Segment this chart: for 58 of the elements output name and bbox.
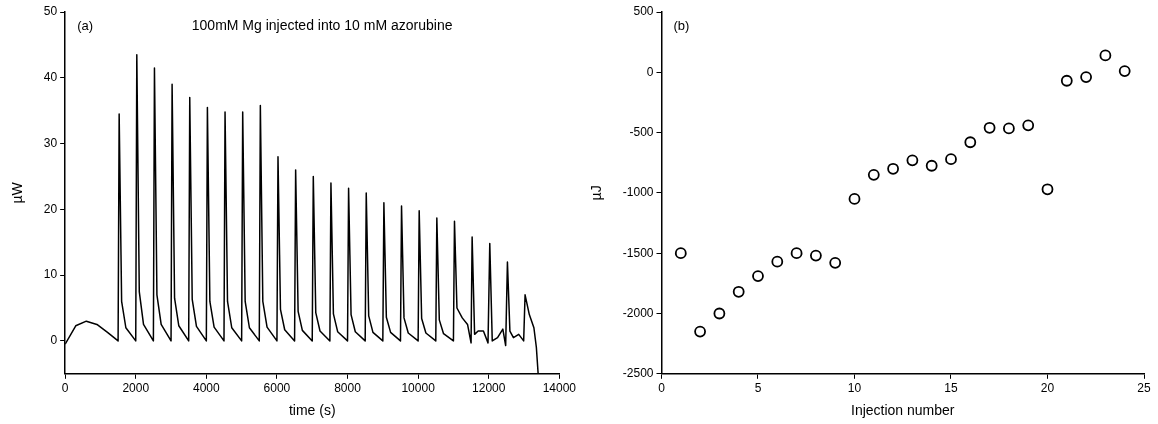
- x-tick-label: 15: [944, 381, 958, 396]
- point: [1060, 74, 1073, 87]
- x-tick-label: 20: [1040, 381, 1055, 396]
- y-tick-label: -1500: [622, 245, 654, 260]
- point: [848, 193, 861, 205]
- x-tick-label: 5: [754, 381, 762, 396]
- x-tick-label: 8000: [334, 381, 362, 396]
- point: [867, 168, 880, 181]
- point: [809, 249, 822, 262]
- x-tick-label: 10: [847, 381, 862, 396]
- y-tick-label: 0: [50, 333, 58, 348]
- y-tick-label: 50: [43, 4, 58, 19]
- point: [1118, 65, 1131, 77]
- x-axis-title: time (s): [288, 402, 336, 419]
- x-tick-label: 2000: [122, 381, 150, 396]
- point: [732, 285, 745, 298]
- point: [771, 255, 784, 268]
- y-tick-label: 500: [633, 4, 654, 19]
- x-tick-label: 12000: [472, 381, 506, 396]
- point: [674, 247, 687, 260]
- y-tick-label: -1000: [622, 185, 654, 200]
- y-tick-label: 40: [43, 70, 58, 85]
- point: [790, 247, 803, 260]
- x-tick-label: 14000: [542, 381, 577, 396]
- x-tick-label: 25: [1137, 381, 1151, 396]
- point: [906, 154, 919, 167]
- point: [829, 256, 842, 269]
- x-tick-label: 10000: [401, 381, 436, 396]
- point: [983, 121, 996, 134]
- point: [713, 307, 726, 320]
- y-tick-label: -2000: [622, 305, 654, 320]
- annotation: (a): [77, 17, 94, 33]
- point: [694, 325, 706, 338]
- point: [964, 136, 977, 149]
- y-tick-label: -500: [629, 124, 654, 139]
- annotation: (b): [673, 17, 690, 33]
- x-axis-title: Injection number: [850, 402, 955, 419]
- y-tick-label: -2500: [622, 366, 654, 381]
- point: [1041, 183, 1054, 196]
- x-tick-label: 4000: [192, 381, 221, 396]
- point: [925, 159, 938, 172]
- x-tick-label: 0: [658, 381, 666, 396]
- y-tick-label: 30: [43, 135, 58, 150]
- chart-title: 100mM Mg injected into 10 mM azorubine: [191, 16, 453, 33]
- y-tick-label: 0: [646, 64, 654, 79]
- point: [1099, 49, 1112, 62]
- point: [752, 270, 764, 283]
- point: [1003, 122, 1015, 135]
- point: [1080, 71, 1092, 84]
- point: [887, 162, 899, 175]
- y-tick-label: 10: [43, 267, 58, 282]
- point: [945, 153, 957, 166]
- y-axis-title: µJ: [588, 185, 605, 201]
- y-tick-label: 20: [43, 201, 58, 216]
- point: [1022, 119, 1035, 132]
- x-tick-label: 0: [61, 381, 69, 396]
- y-axis-title: µW: [9, 181, 26, 204]
- x-tick-label: 6000: [263, 381, 291, 396]
